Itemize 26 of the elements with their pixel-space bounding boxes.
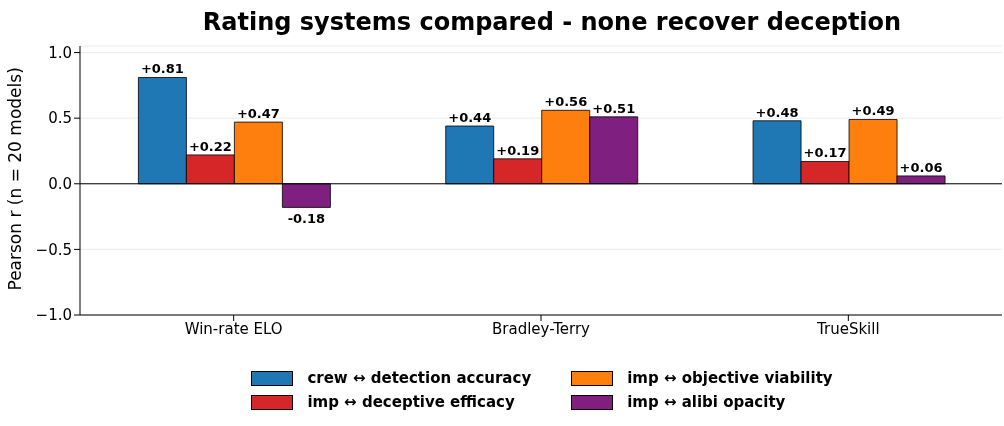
data-label: +0.51 bbox=[592, 100, 636, 116]
y-tick-label: 0.0 bbox=[48, 175, 72, 194]
legend-label: imp ↔ deceptive efficacy bbox=[307, 393, 515, 411]
data-label: +0.47 bbox=[236, 106, 280, 122]
data-label: +0.44 bbox=[448, 110, 492, 126]
chart-title: Rating systems compared - none recover deception bbox=[202, 8, 902, 36]
y-tick-label: −1.0 bbox=[35, 306, 72, 325]
data-label: +0.81 bbox=[140, 61, 184, 77]
data-label: +0.48 bbox=[755, 104, 799, 120]
x-tick-label: Bradley-Terry bbox=[491, 319, 591, 338]
data-label: +0.22 bbox=[188, 138, 232, 154]
y-tick-label: 1.0 bbox=[48, 43, 72, 62]
data-label: +0.17 bbox=[803, 145, 847, 161]
y-tick-label: −0.5 bbox=[35, 240, 72, 259]
data-label: +0.56 bbox=[544, 94, 588, 110]
legend-label: imp ↔ objective viability bbox=[627, 369, 833, 387]
x-tick-label: TrueSkill bbox=[816, 319, 880, 338]
data-label: -0.18 bbox=[287, 211, 326, 227]
data-label: +0.49 bbox=[851, 103, 895, 119]
data-label: +0.19 bbox=[496, 142, 540, 158]
legend-label: imp ↔ alibi opacity bbox=[627, 393, 786, 411]
x-tick-label: Win-rate ELO bbox=[184, 319, 283, 338]
y-tick-label: 0.5 bbox=[48, 109, 72, 128]
y-axis-title: Pearson r (n = 20 models) bbox=[5, 67, 26, 291]
legend-label: crew ↔ detection accuracy bbox=[307, 369, 532, 387]
data-label: +0.06 bbox=[899, 159, 943, 175]
